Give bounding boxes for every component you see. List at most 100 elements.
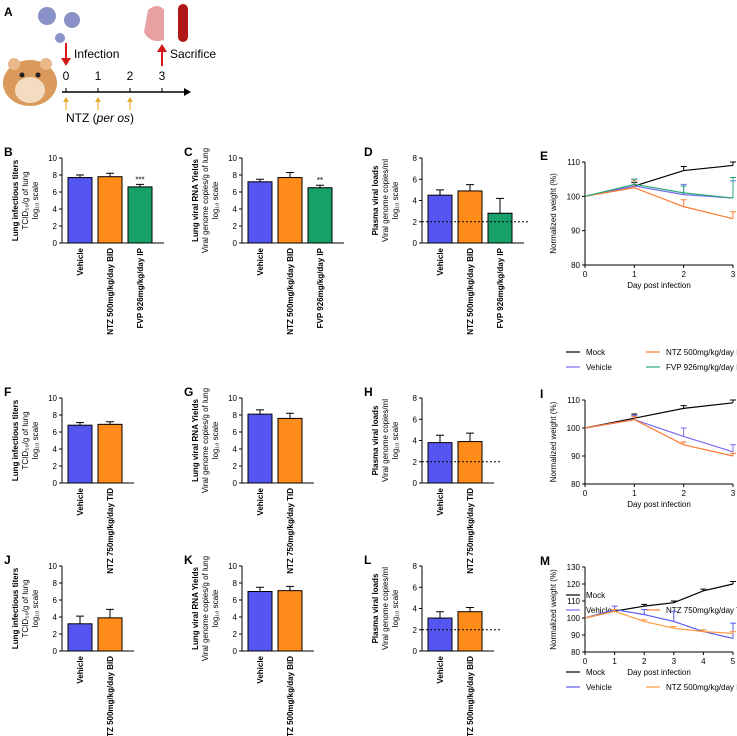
hamster-eye <box>19 72 25 78</box>
y-axis-label: log₁₀ scale <box>211 589 220 627</box>
y-tick-label: 4 <box>413 605 418 614</box>
bar <box>67 424 93 484</box>
error-bar <box>680 405 687 409</box>
y-axis-label: log₁₀ scale <box>31 589 40 627</box>
x-tick-label: NTZ 750mg/kg/day TID <box>106 488 115 574</box>
error-bar <box>670 610 677 622</box>
panel-label: M <box>540 554 550 568</box>
x-tick-label: Vehicle <box>76 487 85 515</box>
significance-label: *** <box>135 175 144 184</box>
y-tick-label: 8 <box>413 562 418 571</box>
x-tick-label: Vehicle <box>436 247 445 275</box>
panel-label: E <box>540 149 548 163</box>
bar <box>277 590 303 652</box>
day-label: 3 <box>159 69 166 83</box>
x-tick-label: 3 <box>672 657 677 666</box>
y-tick-label: 2 <box>53 630 58 639</box>
y-axis-label: log₁₀ scale <box>31 181 40 219</box>
x-tick-label: Vehicle <box>256 655 265 683</box>
y-tick-label: 6 <box>413 583 418 592</box>
hamster-belly <box>15 77 45 103</box>
y-tick-label: 0 <box>233 479 238 488</box>
bar <box>427 194 453 244</box>
y-tick-label: 2 <box>413 458 418 467</box>
error-bar <box>106 421 114 425</box>
y-tick-label: 6 <box>53 428 58 437</box>
y-tick-label: 10 <box>228 394 237 403</box>
x-tick-label: Vehicle <box>76 655 85 683</box>
y-axis-label: Lung infectious titers <box>11 159 20 241</box>
dose-arrow-head <box>95 97 101 102</box>
y-tick-label: 90 <box>571 631 580 640</box>
error-bar <box>730 176 736 199</box>
treatment: NTZ <box>66 111 89 125</box>
bar <box>97 176 123 244</box>
x-tick-label: Vehicle <box>256 487 265 515</box>
y-tick-label: 2 <box>233 630 238 639</box>
x-tick-label: 2 <box>681 489 686 498</box>
error-bar <box>466 184 474 191</box>
hamster-eye <box>35 72 41 78</box>
y-tick-label: 8 <box>413 154 418 163</box>
error-bar <box>730 452 736 456</box>
panel-label: D <box>364 145 373 159</box>
y-tick-label: 6 <box>233 596 238 605</box>
hamster-ear <box>8 58 20 70</box>
x-tick-label: 1 <box>612 657 617 666</box>
legend-label: Vehicle <box>586 363 612 372</box>
y-axis-label: Lung viral RNA Yields <box>191 567 200 650</box>
panel-label: L <box>364 553 371 567</box>
x-tick-label: NTZ 500mg/kg/day BID <box>466 248 475 335</box>
error-bar <box>680 199 687 207</box>
y-tick-label: 6 <box>233 428 238 437</box>
error-bar <box>730 399 736 403</box>
x-tick-label: 0 <box>583 270 588 279</box>
arrow-head <box>61 58 71 66</box>
error-bar <box>256 178 264 182</box>
y-axis-label: Viral genome copies/g of lung <box>201 148 210 253</box>
error-bar <box>670 626 677 629</box>
y-tick-label: 10 <box>228 562 237 571</box>
y-tick-label: 4 <box>233 445 238 454</box>
legend-label: NTZ 750mg/kg/day TID <box>666 606 737 615</box>
error-bar <box>680 441 687 445</box>
series-line <box>584 608 734 639</box>
y-tick-label: 110 <box>567 396 580 405</box>
y-tick-label: 4 <box>53 445 58 454</box>
panel-label: I <box>540 387 543 401</box>
y-axis-label: TCID₅₀/g of lung <box>21 411 30 469</box>
error-bar <box>466 606 474 612</box>
y-tick-label: 6 <box>53 188 58 197</box>
series-line <box>584 185 734 199</box>
y-tick-label: 10 <box>48 394 57 403</box>
y-tick-label: 2 <box>233 222 238 231</box>
x-tick-label: 1 <box>632 489 637 498</box>
error-bar <box>641 603 648 607</box>
bar <box>307 187 333 244</box>
y-tick-label: 100 <box>567 424 581 433</box>
x-tick-label: 5 <box>731 657 736 666</box>
dose-arrow-head <box>63 97 69 102</box>
x-tick-label: 2 <box>681 270 686 279</box>
error-bar <box>631 416 638 420</box>
x-tick-label: Vehicle <box>436 487 445 515</box>
y-tick-label: 0 <box>413 647 418 656</box>
bar <box>277 177 303 244</box>
day-label: 1 <box>95 69 102 83</box>
y-tick-label: 2 <box>53 462 58 471</box>
y-tick-label: 6 <box>233 188 238 197</box>
x-tick-label: NTZ 500mg/kg/day BID <box>106 248 115 335</box>
dose-arrow-head <box>127 97 133 102</box>
blood-tube <box>178 4 188 42</box>
bar <box>247 181 273 244</box>
bar <box>67 623 93 652</box>
y-tick-label: 4 <box>413 437 418 446</box>
y-axis-label: Viral genome copies/g of lung <box>201 556 210 661</box>
y-axis-label: Normalized weight (%) <box>549 401 558 482</box>
y-tick-label: 0 <box>53 239 58 248</box>
bar <box>277 417 303 484</box>
error-bar <box>730 161 736 166</box>
error-bar <box>316 184 324 188</box>
y-axis-label: Normalized weight (%) <box>549 569 558 650</box>
error-bar <box>136 183 144 187</box>
